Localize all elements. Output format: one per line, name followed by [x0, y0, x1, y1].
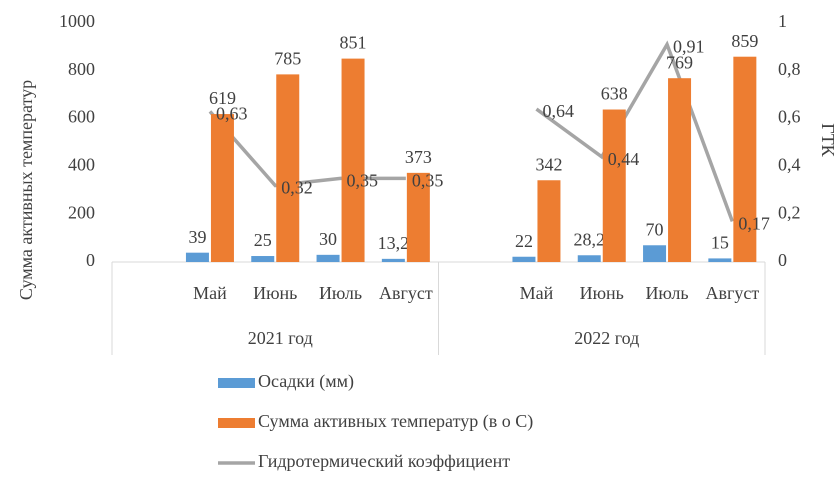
- bar: [602, 109, 626, 262]
- bar: [577, 255, 601, 262]
- bar: [210, 114, 234, 263]
- data-label: 70: [646, 219, 664, 239]
- data-label: 769: [666, 52, 693, 72]
- x-tick-label: Август: [379, 283, 433, 303]
- y2-tick-label: 0,2: [778, 202, 801, 222]
- data-label: 342: [535, 154, 562, 174]
- legend-label: Гидротермический коэффициент: [258, 451, 510, 471]
- y-axis-title: Сумма активных температур: [16, 80, 36, 300]
- y-tick-label: 800: [68, 59, 95, 79]
- data-label: 22: [515, 231, 533, 251]
- bar: [406, 172, 430, 262]
- bar: [733, 56, 757, 262]
- legend-swatch: [218, 418, 255, 428]
- y-tick-label: 0: [86, 250, 95, 270]
- data-label: 0,44: [608, 149, 640, 169]
- data-label: 619: [209, 88, 236, 108]
- data-label: 0,32: [281, 178, 313, 198]
- data-label: 373: [405, 147, 432, 167]
- bar: [643, 245, 667, 262]
- group-label: 2022 год: [574, 328, 639, 348]
- data-label: 28,2: [574, 229, 606, 249]
- data-label: 785: [274, 49, 301, 69]
- x-tick-label: Июль: [319, 283, 362, 303]
- data-label: 39: [188, 227, 206, 247]
- bar: [708, 258, 732, 262]
- data-label: 25: [254, 230, 272, 250]
- data-label: 0,35: [412, 170, 444, 190]
- y2-tick-label: 0,4: [778, 155, 801, 175]
- data-label: 638: [601, 84, 628, 104]
- y2-tick-label: 1: [778, 11, 787, 31]
- group-label: 2021 год: [248, 328, 313, 348]
- data-label: 0,64: [542, 101, 574, 121]
- bar: [668, 78, 692, 262]
- data-label: 0,91: [673, 37, 705, 57]
- x-tick-label: Июнь: [253, 283, 297, 303]
- bar: [341, 58, 365, 263]
- bar: [537, 180, 561, 262]
- bar: [251, 256, 275, 262]
- bar: [185, 252, 209, 262]
- data-label: 0,63: [216, 104, 248, 124]
- bar: [276, 74, 300, 262]
- x-tick-label: Август: [705, 283, 759, 303]
- legend-swatch: [218, 378, 255, 388]
- y-tick-label: 400: [68, 155, 95, 175]
- data-label: 851: [340, 33, 367, 53]
- data-label: 0,17: [738, 213, 770, 233]
- y2-axis-title: ГТК: [818, 123, 838, 157]
- data-label: 0,35: [347, 170, 379, 190]
- y2-tick-label: 0,6: [778, 107, 801, 127]
- y2-tick-label: 0,8: [778, 59, 801, 79]
- bar: [512, 256, 536, 262]
- legend-label: Сумма активных температур (в о С): [258, 411, 533, 432]
- data-label: 13,2: [378, 233, 410, 253]
- y-tick-label: 200: [68, 202, 95, 222]
- x-tick-label: Июль: [645, 283, 688, 303]
- data-label: 15: [711, 233, 729, 253]
- data-label: 30: [319, 229, 337, 249]
- y-tick-label: 600: [68, 107, 95, 127]
- line: [208, 40, 734, 222]
- bar: [316, 254, 340, 262]
- x-tick-label: Июнь: [580, 283, 624, 303]
- y2-tick-label: 0: [778, 250, 787, 270]
- legend-label: Осадки (мм): [258, 371, 354, 392]
- x-tick-label: Май: [193, 283, 227, 303]
- x-tick-label: Май: [520, 283, 554, 303]
- bar: [381, 258, 405, 262]
- data-label: 859: [731, 31, 758, 51]
- y-tick-label: 1000: [59, 11, 95, 31]
